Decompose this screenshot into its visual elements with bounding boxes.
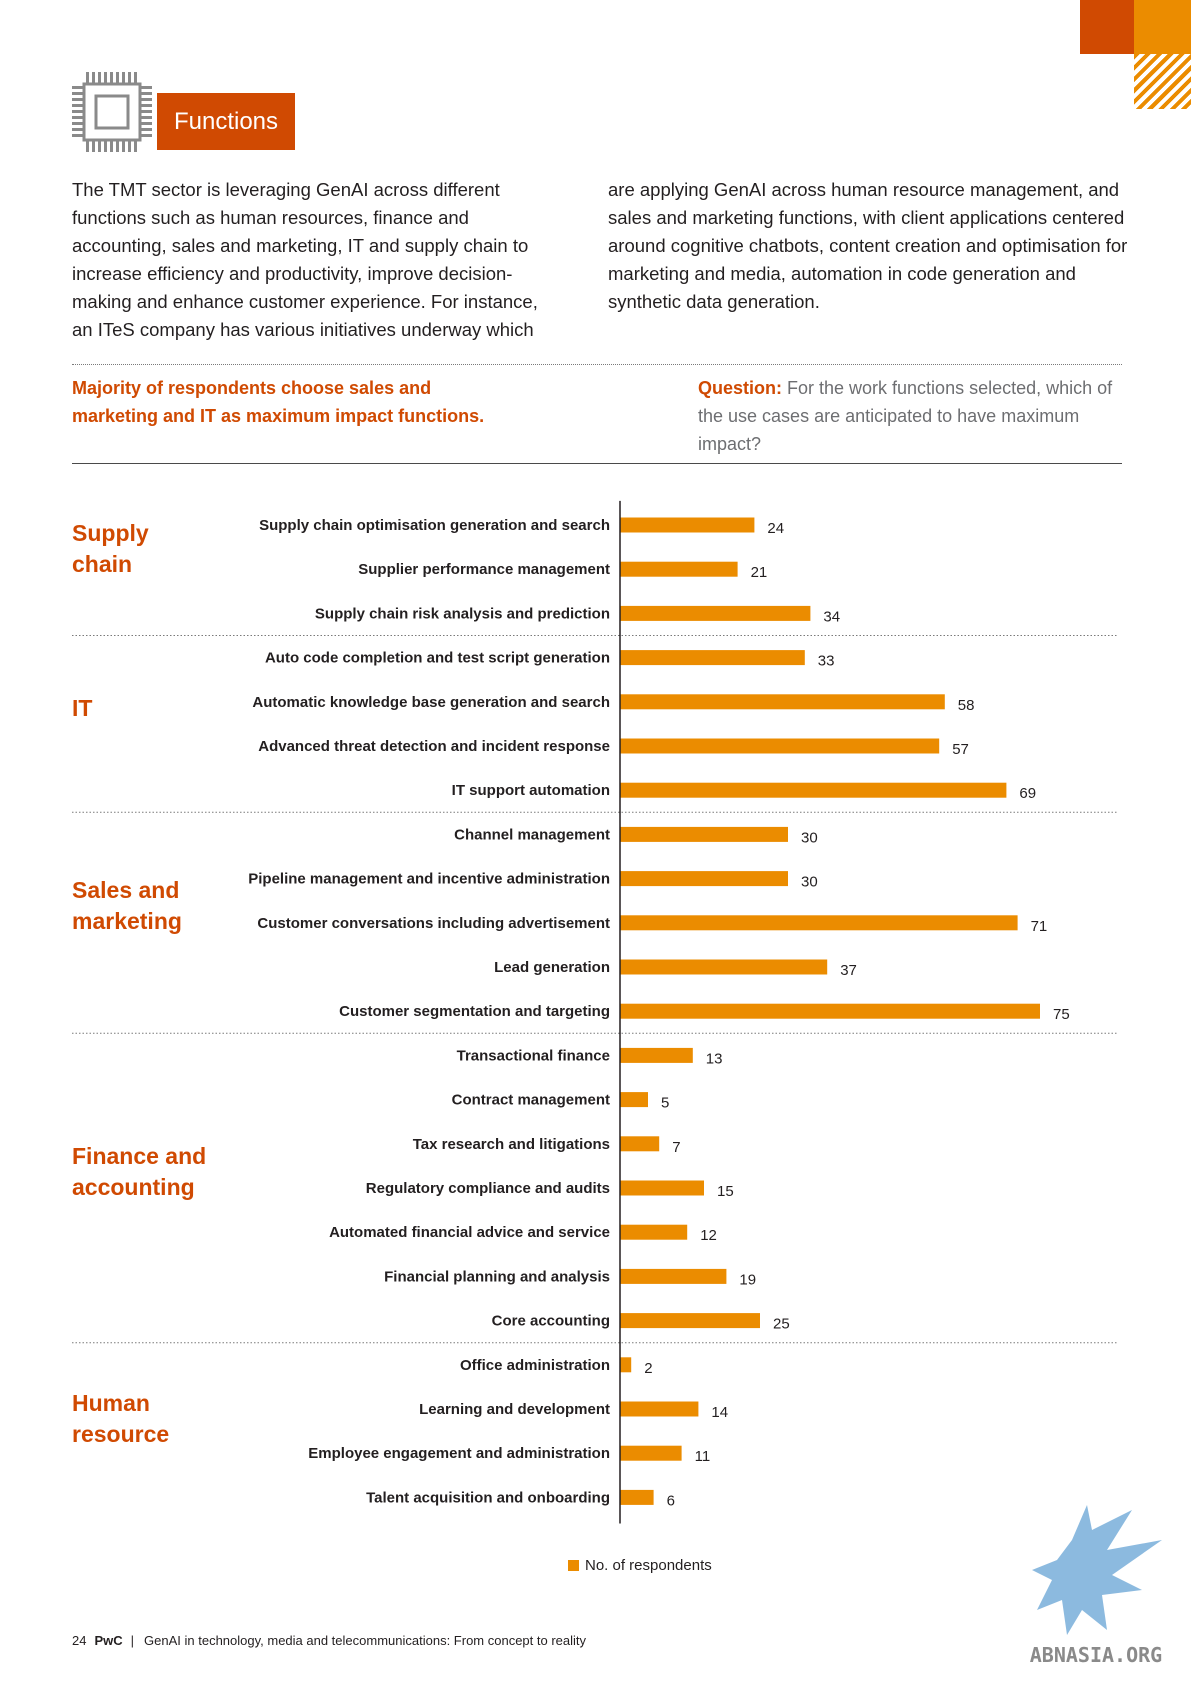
value-label: 21 [751, 564, 768, 581]
value-label: 30 [801, 874, 818, 891]
group-title-finance-accounting: Finance and accounting [72, 1143, 207, 1200]
corner-block-dark [1080, 0, 1134, 54]
category-label: Automated financial advice and service [329, 1224, 610, 1241]
bar [620, 826, 788, 842]
category-label: Supply chain optimisation generation and… [259, 517, 610, 534]
legend-label: No. of respondents [585, 1557, 712, 1574]
category-label: Customer segmentation and targeting [339, 1003, 610, 1020]
category-label: Lead generation [494, 959, 610, 976]
value-label: 15 [717, 1183, 734, 1200]
bar [620, 1401, 699, 1417]
value-label: 14 [711, 1404, 728, 1421]
category-label: Customer conversations including adverti… [257, 915, 610, 932]
value-label: 6 [667, 1492, 675, 1509]
corner-stripes [1134, 54, 1191, 109]
bar [620, 694, 945, 710]
watermark-text: ABNASIA.ORG [1030, 1643, 1162, 1667]
footer-brand: PwC [94, 1633, 123, 1648]
bar [620, 738, 940, 754]
category-label: Auto code completion and test script gen… [265, 650, 610, 667]
bar [620, 1003, 1040, 1019]
group-title-supply-chain: Supply chain [72, 520, 149, 577]
bar [620, 1489, 654, 1505]
question-body: For the work functions selected, which o… [698, 378, 1113, 454]
group-title-sales-marketing: Sales and marketing [72, 877, 182, 934]
value-label: 34 [823, 608, 840, 625]
corner-block-orange [1134, 0, 1191, 54]
bar [620, 561, 738, 577]
footer-title: GenAI in technology, media and telecommu… [144, 1633, 587, 1648]
bar [620, 1136, 660, 1152]
value-label: 24 [767, 520, 784, 537]
page-footer: 24 PwC | GenAI in technology, media and tel… [72, 1633, 586, 1648]
divider-solid [72, 463, 1122, 464]
bar [620, 1224, 688, 1240]
group-title-it: IT [72, 695, 93, 721]
intro-text-left: The TMT sector is leveraging GenAI acros… [72, 179, 538, 340]
category-label: Regulatory compliance and audits [366, 1180, 610, 1197]
value-label: 58 [958, 697, 975, 714]
bar [620, 517, 755, 533]
bar [620, 959, 828, 975]
group-title-human-resource: Human resource [72, 1390, 170, 1447]
bar [620, 1445, 682, 1461]
category-label: Channel management [454, 826, 610, 843]
category-label: Advanced threat detection and incident r… [258, 738, 610, 755]
bar [620, 1268, 727, 1284]
category-label: Talent acquisition and onboarding [366, 1489, 610, 1506]
value-label: 7 [672, 1139, 680, 1156]
bar [620, 650, 805, 666]
category-label: Transactional finance [457, 1047, 610, 1064]
value-label: 11 [695, 1448, 711, 1465]
value-label: 30 [801, 829, 818, 846]
category-label: Office administration [460, 1357, 610, 1374]
value-label: 5 [661, 1095, 669, 1112]
value-label: 57 [952, 741, 969, 758]
bar [620, 1313, 760, 1329]
question-label: Question: [698, 378, 782, 398]
value-label: 69 [1019, 785, 1036, 802]
category-label: Financial planning and analysis [384, 1268, 610, 1285]
footer-separator: | [130, 1633, 135, 1648]
value-label: 33 [818, 653, 835, 670]
value-label: 19 [739, 1271, 756, 1288]
value-label: 25 [773, 1316, 790, 1333]
value-label: 75 [1053, 1006, 1070, 1023]
bar [620, 782, 1007, 798]
category-label: Core accounting [492, 1313, 610, 1330]
value-label: 71 [1031, 918, 1048, 935]
category-label: Learning and development [419, 1401, 610, 1418]
category-label: Automatic knowledge base generation and … [252, 694, 610, 711]
footer-page-number: 24 [72, 1633, 87, 1648]
bar [620, 1092, 648, 1108]
value-label: 37 [840, 962, 857, 979]
category-label: Contract management [452, 1092, 610, 1109]
bar [620, 915, 1018, 931]
intro-text-right: are applying GenAI across human resource… [608, 179, 1128, 312]
category-label: Supply chain risk analysis and predictio… [315, 605, 610, 622]
value-label: 2 [644, 1360, 652, 1377]
bar [620, 605, 811, 621]
category-label: Employee engagement and administration [308, 1445, 610, 1462]
bar [620, 871, 788, 887]
griffin-logo-icon: ABNASIA.ORG [1030, 1505, 1162, 1667]
highlight-text: Majority of respondents choose sales and… [72, 378, 485, 426]
chart-legend: No. of respondents [568, 1557, 712, 1574]
bar-chart: Supply chain optimisation generation and… [72, 500, 1118, 1524]
category-label: Pipeline management and incentive admini… [248, 871, 610, 888]
category-label: IT support automation [452, 782, 610, 799]
divider-dotted [72, 364, 1122, 365]
category-label: Supplier performance management [358, 561, 610, 578]
legend-swatch [568, 1560, 579, 1571]
bar [620, 1047, 693, 1063]
category-label: Tax research and litigations [413, 1136, 610, 1153]
bar [620, 1357, 632, 1373]
value-label: 12 [700, 1227, 717, 1244]
chip-icon [72, 72, 152, 152]
section-tag: Functions [157, 93, 295, 150]
question-text: Question: For the work functions selecte… [698, 374, 1118, 458]
value-label: 13 [706, 1050, 723, 1067]
bar [620, 1180, 704, 1196]
